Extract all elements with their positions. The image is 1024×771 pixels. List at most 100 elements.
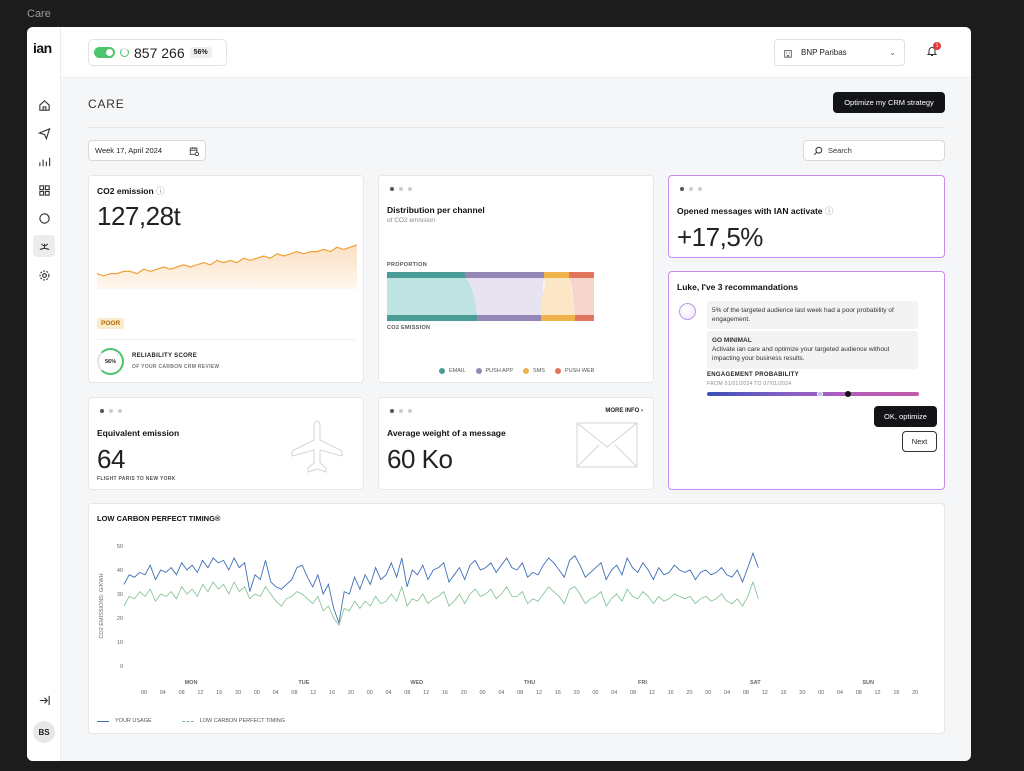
timing-legend: YOUR USAGE LOW CARBON PERFECT TIMING	[97, 718, 285, 724]
calendar-icon	[189, 147, 199, 156]
care-icon[interactable]	[33, 235, 55, 257]
x-tick-label: 08	[179, 690, 185, 696]
avatar[interactable]: BS	[33, 721, 55, 743]
timing-title: LOW CARBON PERFECT TIMING®	[97, 514, 221, 523]
legend-push-web: PUSH WEB	[554, 368, 594, 374]
send-icon[interactable]	[33, 122, 55, 144]
x-tick-label: 04	[160, 690, 166, 696]
carousel-dots[interactable]	[390, 409, 412, 413]
day-label: MON	[185, 680, 198, 686]
legend-sms: SMS	[523, 368, 545, 374]
count-percent-badge: 56%	[189, 47, 212, 58]
cycle-icon[interactable]	[33, 207, 55, 229]
x-tick-label: 16	[442, 690, 448, 696]
x-tick-label: 04	[385, 690, 391, 696]
activation-toggle[interactable]	[94, 47, 115, 58]
proportion-push-app-bar	[465, 272, 544, 278]
carousel-dots[interactable]	[680, 187, 702, 191]
envelope-icon	[576, 422, 638, 468]
sidebar: ian BS	[27, 27, 61, 761]
day-label: SUN	[862, 680, 874, 686]
opened-value: +17,5%	[677, 222, 763, 252]
x-tick-label: 16	[780, 690, 786, 696]
x-tick-label: 12	[423, 690, 429, 696]
x-tick-label: 20	[461, 690, 467, 696]
x-tick-label: 00	[818, 690, 824, 696]
x-tick-label: 00	[254, 690, 260, 696]
day-label: TUE	[298, 680, 309, 686]
activation-counter[interactable]: 857 266 56%	[88, 39, 227, 66]
logout-icon[interactable]	[33, 689, 55, 711]
x-tick-label: 04	[611, 690, 617, 696]
info-icon[interactable]: ⓘ	[156, 186, 165, 196]
carousel-dots[interactable]	[100, 409, 122, 413]
legend-your-usage: YOUR USAGE	[97, 718, 152, 724]
x-tick-label: 12	[197, 690, 203, 696]
app-logo[interactable]: ian	[33, 40, 52, 56]
go-minimal-text: Activate ian care and optimize your targ…	[712, 346, 890, 362]
next-button[interactable]: Next	[902, 431, 937, 452]
more-info-link[interactable]: MORE INFO ›	[605, 408, 643, 414]
x-tick-label: 16	[329, 690, 335, 696]
engagement-marker-current[interactable]	[817, 391, 823, 397]
optimize-crm-button[interactable]: Optimize my CRM strategy	[833, 92, 945, 113]
info-icon[interactable]: ⓘ	[824, 206, 834, 216]
proportion-push-web-bar	[569, 272, 594, 278]
x-tick-label: 08	[743, 690, 749, 696]
x-tick-label: 00	[480, 690, 486, 696]
emission-sms-bar	[541, 315, 575, 321]
x-tick-label: 00	[592, 690, 598, 696]
x-tick-label: 12	[649, 690, 655, 696]
reliability-score-sub: OF YOUR CARBON CRM REVIEW	[132, 364, 220, 370]
chevron-right-icon: ›	[641, 408, 643, 414]
x-tick-label: 04	[837, 690, 843, 696]
engagement-marker-target[interactable]	[845, 391, 851, 397]
legend-push-app: PUSH APP	[475, 368, 513, 374]
bar-chart-icon[interactable]	[33, 150, 55, 172]
carousel-dots[interactable]	[390, 187, 412, 191]
loading-icon	[120, 48, 129, 57]
engagement-probability-label: ENGAGEMENT PROBABILITY	[707, 372, 799, 378]
average-weight-card: MORE INFO › Average weight of a message …	[378, 397, 654, 490]
avg-weight-title: Average weight of a message	[387, 428, 506, 438]
frame-title: Care	[27, 8, 51, 20]
day-label: WED	[410, 680, 423, 686]
page-title: CARE	[88, 97, 125, 111]
x-tick-label: 16	[555, 690, 561, 696]
company-select[interactable]: BNP Paribas ⌄	[774, 39, 905, 66]
distribution-legend: EMAIL PUSH APP SMS PUSH WEB	[439, 368, 594, 374]
chevron-down-icon: ⌄	[889, 48, 896, 57]
reliability-score-label: RELIABILITY SCORE	[132, 353, 197, 359]
x-tick-label: 16	[893, 690, 899, 696]
your-usage-series-line	[123, 551, 759, 625]
co2-value: 127,28t	[97, 201, 181, 231]
day-label: THU	[524, 680, 535, 686]
proportion-label: PROPORTION	[387, 262, 427, 268]
equivalent-value: 64	[97, 444, 125, 474]
week-picker[interactable]: Week 17, April 2024	[88, 140, 206, 161]
x-tick-label: 04	[498, 690, 504, 696]
ian-assistant-icon	[679, 303, 696, 320]
week-picker-value: Week 17, April 2024	[95, 146, 162, 155]
x-tick-label: 20	[912, 690, 918, 696]
emission-email-bar	[387, 315, 477, 321]
contact-count: 857 266	[134, 44, 185, 61]
x-tick-label: 12	[310, 690, 316, 696]
ok-optimize-button[interactable]: OK, optimize	[874, 406, 937, 427]
settings-icon[interactable]	[33, 264, 55, 286]
go-minimal-title: GO MINIMAL	[712, 337, 752, 344]
distribution-title: Distribution per channel	[387, 205, 485, 215]
divider	[88, 127, 945, 128]
sankey-chart	[387, 272, 594, 321]
x-tick-label: 00	[367, 690, 373, 696]
x-tick-label: 04	[724, 690, 730, 696]
search-placeholder: Search	[828, 146, 852, 155]
app-window: ian BS 857 266 56%	[27, 27, 971, 761]
x-tick-label: 20	[235, 690, 241, 696]
legend-email: EMAIL	[439, 368, 466, 374]
dashboard-icon[interactable]	[33, 179, 55, 201]
home-icon[interactable]	[33, 94, 55, 116]
proportion-email-bar	[387, 272, 465, 278]
recommendation-message-2: GO MINIMAL Activate ian care and optimiz…	[707, 331, 918, 369]
search-input[interactable]: Search	[803, 140, 945, 161]
